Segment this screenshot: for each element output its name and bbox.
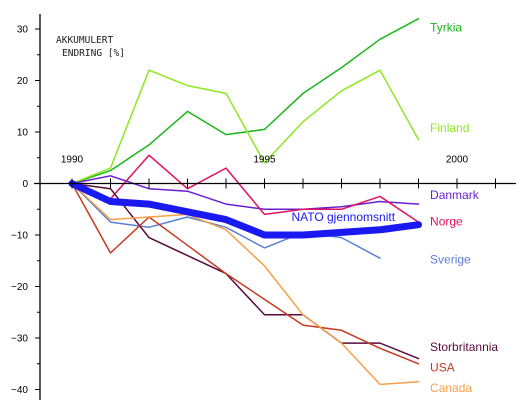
series-line-tyrkia (71, 17, 420, 185)
y-tick-label: −30 (11, 334, 28, 345)
y-tick-label: 10 (17, 128, 29, 139)
series-label-finland: Finland (430, 121, 469, 135)
series-line-finland (71, 69, 420, 185)
axes (34, 14, 516, 400)
annotation-line-1: AKKUMULERT (56, 35, 113, 46)
series-line-norge (71, 154, 420, 223)
series-line-storbritannia (71, 182, 420, 360)
series-lines (68, 17, 422, 386)
series-label-sverige: Sverige (430, 252, 471, 266)
series-line-canada (71, 182, 420, 386)
y-tick-label: −40 (11, 385, 28, 396)
series-label-norge: Norge (430, 215, 463, 229)
x-tick-label: 1995 (253, 155, 276, 166)
series-labels: Tyrkia Finland Danmark Norge NATO gjennomsni… (291, 21, 498, 396)
y-tick-label: 0 (22, 179, 28, 190)
annotation: AKKUMULERT ENDRING [%] (56, 35, 125, 59)
annotation-line-2: ENDRING [%] (62, 48, 125, 59)
series-label-usa: USA (430, 360, 455, 374)
x-tick-label: 1990 (61, 155, 84, 166)
x-tick-label: 2000 (446, 155, 469, 166)
series-label-storbritannia: Storbritannia (430, 340, 498, 354)
series-line-usa (71, 182, 420, 365)
series-label-nato-gjennomsnitt: NATO gjennomsnitt (291, 210, 395, 224)
series-line-nato-gjennomsnitt (68, 180, 422, 239)
series-label-canada: Canada (430, 381, 472, 395)
y-tick-label: 30 (17, 25, 29, 36)
series-label-danmark: Danmark (430, 188, 480, 202)
series-label-tyrkia: Tyrkia (430, 21, 462, 35)
tick-labels: 30 20 10 0 −10 −20 −30 −40 1990 1995 2000 (11, 25, 469, 397)
series-line-danmark (71, 175, 420, 211)
y-tick-label: −10 (11, 231, 28, 242)
y-tick-label: −20 (11, 282, 28, 293)
y-tick-label: 20 (17, 76, 29, 87)
